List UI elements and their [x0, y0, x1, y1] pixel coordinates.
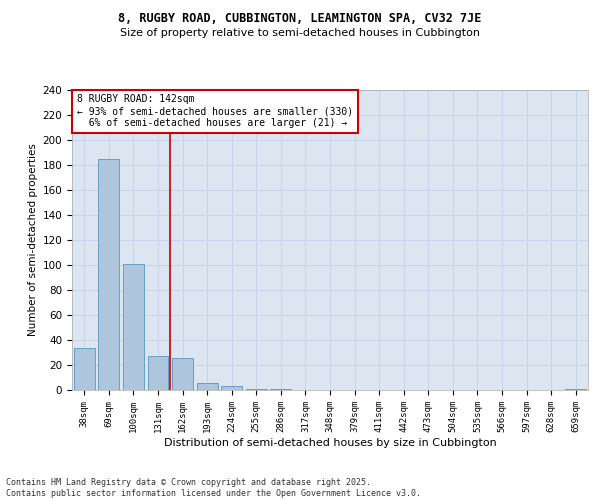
Text: Contains HM Land Registry data © Crown copyright and database right 2025.
Contai: Contains HM Land Registry data © Crown c…	[6, 478, 421, 498]
Bar	[197, 382, 218, 390]
Text: 8 RUGBY ROAD: 142sqm
← 93% of semi-detached houses are smaller (330)
  6% of sem: 8 RUGBY ROAD: 142sqm ← 93% of semi-detac…	[77, 94, 353, 128]
Y-axis label: Number of semi-detached properties: Number of semi-detached properties	[28, 144, 38, 336]
Bar	[148, 356, 169, 390]
Bar	[74, 348, 95, 390]
Bar	[271, 389, 292, 390]
Text: Size of property relative to semi-detached houses in Cubbington: Size of property relative to semi-detach…	[120, 28, 480, 38]
Bar	[246, 389, 267, 390]
Bar	[172, 358, 193, 390]
Bar	[565, 389, 586, 390]
Bar	[123, 264, 144, 390]
Text: 8, RUGBY ROAD, CUBBINGTON, LEAMINGTON SPA, CV32 7JE: 8, RUGBY ROAD, CUBBINGTON, LEAMINGTON SP…	[118, 12, 482, 26]
X-axis label: Distribution of semi-detached houses by size in Cubbington: Distribution of semi-detached houses by …	[164, 438, 496, 448]
Bar	[221, 386, 242, 390]
Bar	[98, 159, 119, 390]
